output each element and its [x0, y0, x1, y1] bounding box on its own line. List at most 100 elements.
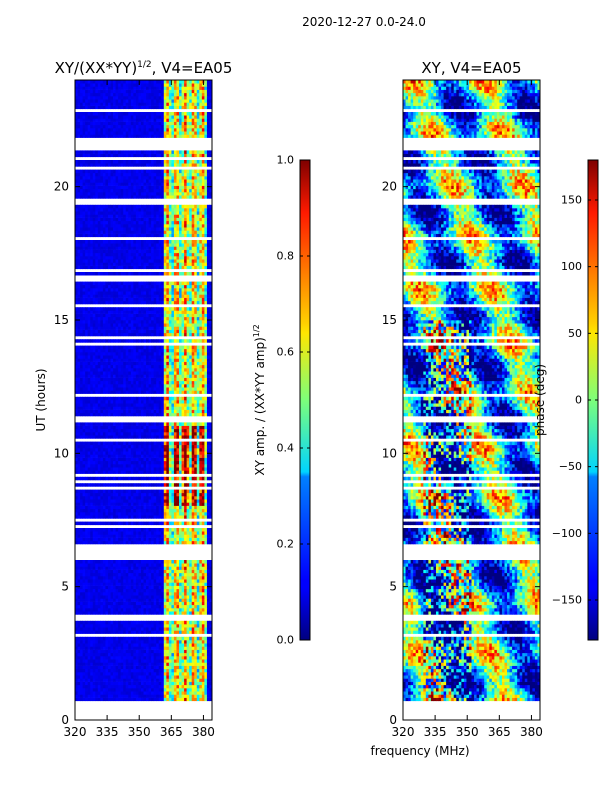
heatmap-cell [168, 630, 172, 634]
heatmap-cell [168, 652, 172, 657]
heatmap-cell [194, 608, 198, 612]
heatmap-cell [151, 422, 155, 426]
heatmap-cell [173, 534, 177, 538]
heatmap-cell [125, 464, 129, 468]
heatmap-cell [130, 467, 134, 471]
heatmap-cell [90, 428, 94, 433]
heatmap-cell [163, 585, 167, 590]
heatmap-cell [97, 630, 101, 634]
heatmap-cell [179, 508, 182, 513]
heatmap-cell [82, 649, 86, 654]
heatmap-cell [166, 675, 170, 679]
heatmap-cell [130, 684, 134, 689]
heatmap-cell [148, 588, 152, 593]
heatmap-cell [135, 585, 139, 590]
heatmap-cell [138, 422, 142, 426]
heatmap-cell [189, 569, 193, 574]
heatmap-cell [75, 681, 78, 686]
heatmap-cell [120, 598, 124, 602]
heatmap-cell [161, 611, 165, 615]
heatmap-cell [166, 496, 170, 500]
heatmap-cell [179, 656, 182, 660]
heatmap-cell [95, 627, 99, 631]
heatmap-cell [92, 512, 96, 516]
heatmap-cell [171, 361, 175, 366]
heatmap-cell [138, 390, 142, 394]
heatmap-cell [156, 368, 160, 372]
heatmap-cell [194, 374, 198, 378]
heatmap-cell [206, 566, 210, 570]
heatmap-cell [173, 684, 177, 689]
heatmap-cell [90, 403, 94, 407]
heatmap-cell [123, 528, 127, 532]
heatmap-cell [184, 361, 188, 366]
heatmap-cell [194, 361, 198, 366]
heatmap-cell [206, 588, 210, 593]
heatmap-cell [133, 470, 137, 474]
heatmap-cell [118, 499, 122, 503]
heatmap-cell [118, 467, 122, 471]
heatmap-cell [181, 662, 185, 666]
heatmap-cell [77, 595, 81, 599]
heatmap-cell [100, 444, 104, 449]
heatmap-cell [100, 592, 104, 596]
heatmap-cell [80, 604, 84, 609]
heatmap-cell [204, 521, 208, 526]
heatmap-cell [179, 492, 182, 497]
heatmap-cell [176, 540, 180, 545]
heatmap-cell [173, 691, 177, 695]
heatmap-cell [143, 521, 147, 526]
heatmap-cell [95, 601, 99, 606]
heatmap-cell [105, 684, 109, 689]
heatmap-cell [130, 624, 134, 628]
heatmap-cell [115, 403, 119, 407]
heatmap-cell [201, 563, 205, 567]
heatmap-cell [168, 515, 172, 519]
heatmap-cell [92, 662, 96, 666]
heatmap-cell [201, 592, 205, 596]
heatmap-cell [199, 368, 203, 372]
heatmap-cell [118, 428, 122, 433]
heatmap-cell [110, 684, 114, 689]
heatmap-cell [107, 496, 111, 500]
heatmap-cell [209, 560, 212, 564]
heatmap-cell [148, 515, 152, 519]
heatmap-cell [143, 640, 147, 644]
heatmap-cell [168, 620, 172, 625]
heatmap-cell [85, 512, 89, 516]
heatmap-cell [115, 390, 119, 394]
heatmap-cell [184, 470, 188, 474]
heatmap-cell [100, 428, 104, 433]
heatmap-cell [118, 598, 122, 602]
heatmap-cell [92, 608, 96, 612]
heatmap-cell [82, 435, 86, 439]
heatmap-cell [148, 640, 152, 644]
heatmap-cell [146, 355, 149, 359]
heatmap-cell [176, 620, 180, 625]
heatmap-cell [100, 409, 104, 414]
heatmap-cell [123, 576, 127, 580]
heatmap-cell [209, 563, 212, 567]
heatmap-cell [191, 566, 195, 570]
heatmap-cell [85, 598, 89, 602]
heatmap-cell [113, 387, 116, 391]
heatmap-cell [158, 457, 162, 462]
heatmap-cell [204, 502, 208, 506]
heatmap-cell [206, 377, 210, 382]
heatmap-cell [110, 396, 114, 401]
heatmap-cell [184, 604, 188, 609]
heatmap-cell [120, 352, 124, 356]
heatmap-cell [95, 492, 99, 497]
heatmap-cell [135, 611, 139, 615]
heatmap-cell [146, 409, 149, 414]
heatmap-cell [107, 582, 111, 586]
heatmap-cell [140, 691, 144, 695]
heatmap-cell [156, 387, 160, 391]
heatmap-cell [181, 595, 185, 599]
heatmap-cell [125, 688, 129, 692]
heatmap-cell [82, 368, 86, 372]
heatmap-cell [110, 460, 114, 465]
heatmap-cell [95, 675, 99, 679]
heatmap-cell [194, 563, 198, 567]
heatmap-cell [158, 534, 162, 538]
